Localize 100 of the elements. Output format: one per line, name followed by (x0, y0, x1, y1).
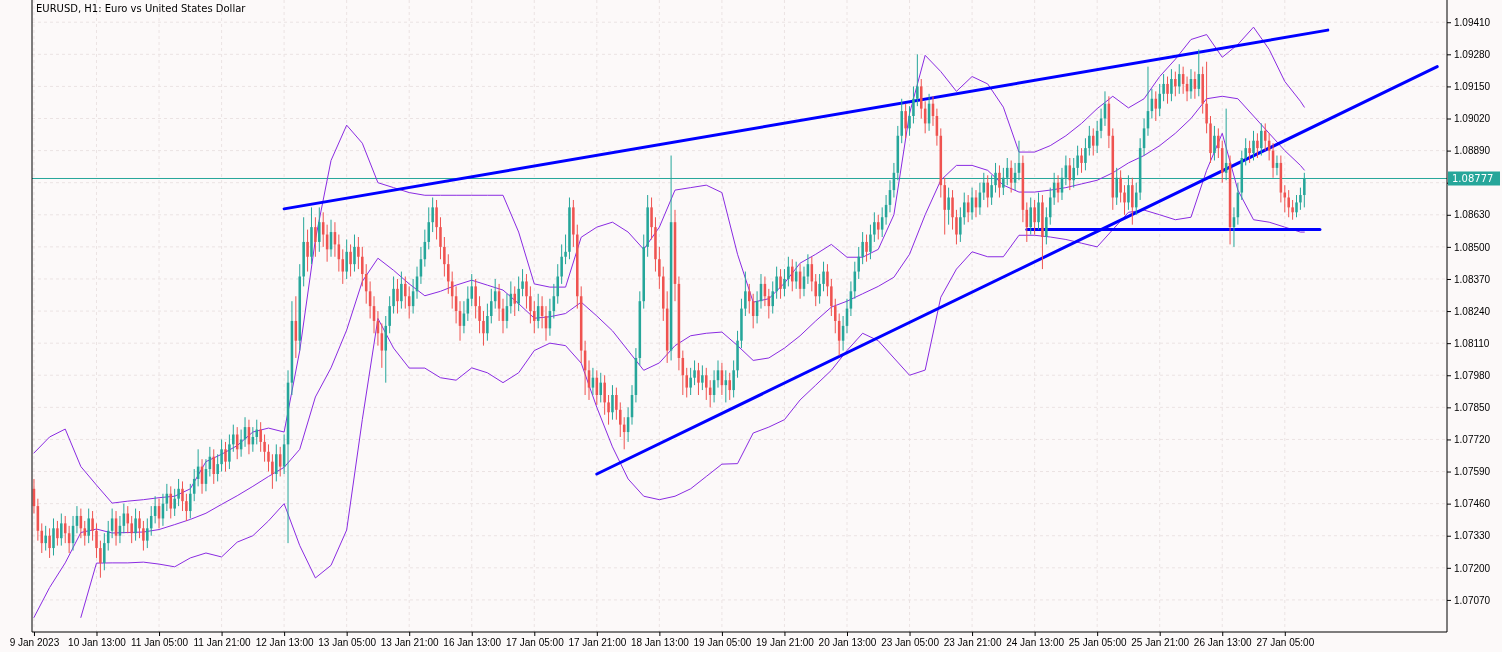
candlestick (1177, 63, 1181, 95)
candlestick (865, 234, 868, 263)
candlestick (1205, 61, 1208, 134)
candlestick (693, 359, 696, 386)
candlestick (431, 197, 434, 233)
candlestick (56, 520, 59, 547)
candlestick (388, 295, 391, 334)
candlestick (1134, 182, 1138, 216)
candlestick (1299, 187, 1302, 211)
x-tick-label: 27 Jan 05:00 (1256, 637, 1315, 649)
candlestick (775, 266, 778, 300)
candlestick (341, 248, 345, 285)
candlestick (396, 278, 399, 315)
candlestick (658, 246, 661, 290)
candlestick (447, 253, 450, 295)
y-tick-label: 1.09410 (1454, 16, 1491, 28)
y-tick-label: 1.07980 (1454, 369, 1491, 381)
candlestick (1131, 177, 1134, 226)
candlestick (599, 372, 603, 403)
candlestick (474, 278, 477, 319)
candlestick (947, 187, 950, 226)
candlestick (95, 522, 98, 559)
candlestick (216, 453, 219, 482)
candlestick (689, 367, 692, 396)
x-tick-label: 25 Jan 21:00 (1131, 637, 1190, 649)
candlestick (361, 246, 364, 287)
candlestick (615, 387, 618, 421)
candlestick (1029, 197, 1032, 236)
candlestick (181, 480, 184, 512)
candlestick (876, 214, 880, 240)
x-tick-label: 11 Jan 05:00 (130, 637, 189, 649)
ref-line-label: 1.08777 (1452, 173, 1494, 185)
candlestick (224, 441, 227, 473)
candlestick (533, 300, 536, 334)
candlestick (1170, 68, 1173, 102)
candlestick (52, 517, 55, 556)
candlestick (91, 510, 94, 542)
candlestick (486, 303, 489, 342)
candlestick (951, 189, 954, 231)
candlestick (482, 310, 485, 347)
y-tick-label: 1.09280 (1454, 49, 1491, 61)
candlestick (556, 263, 560, 305)
candlestick (1213, 125, 1216, 161)
candlestick (783, 268, 786, 297)
candlestick (48, 527, 51, 559)
candlestick (177, 478, 180, 507)
y-tick-label: 1.09150 (1454, 81, 1491, 93)
candlestick (685, 367, 688, 398)
candlestick (791, 258, 794, 292)
candlestick (353, 234, 356, 273)
y-tick-label: 1.07850 (1454, 402, 1491, 414)
candlestick (517, 276, 520, 312)
y-tick-label: 1.07460 (1454, 498, 1491, 510)
x-tick-label: 9 Jan 2023 (9, 637, 60, 649)
candlestick (392, 276, 395, 315)
candlestick (919, 78, 923, 119)
y-tick-label: 1.08630 (1454, 209, 1491, 221)
y-tick-label: 1.08370 (1454, 273, 1491, 285)
candlestick (830, 278, 833, 317)
candlestick (1084, 137, 1087, 171)
candlestick (521, 268, 524, 297)
candlestick (771, 280, 774, 315)
candlestick (44, 525, 47, 552)
y-tick-label: 1.07590 (1454, 466, 1491, 478)
candlestick (619, 401, 622, 438)
x-tick-label: 12 Jan 13:00 (255, 637, 314, 649)
candlestick (232, 424, 235, 453)
candlestick (318, 206, 321, 253)
candlestick (826, 263, 829, 297)
candlestick (814, 273, 817, 307)
x-tick-label: 18 Jan 13:00 (630, 637, 690, 649)
candlestick (959, 206, 962, 243)
candlestick (1244, 137, 1247, 166)
candlestick (306, 229, 309, 273)
candlestick (1291, 199, 1294, 221)
candlestick (904, 103, 907, 139)
candlestick (822, 261, 825, 292)
candlestick (142, 520, 145, 552)
candlestick (869, 224, 872, 260)
candlestick (146, 517, 149, 549)
candlestick (1091, 127, 1095, 157)
candlestick (435, 199, 438, 240)
candlestick (130, 515, 133, 544)
candlestick (173, 488, 176, 517)
candlestick (478, 295, 481, 334)
x-tick-label: 19 Jan 21:00 (756, 637, 815, 649)
candlestick (138, 510, 141, 539)
candlestick (1166, 76, 1169, 105)
candlestick (650, 197, 653, 240)
candlestick (611, 384, 614, 421)
candlestick (818, 273, 821, 305)
x-tick-label: 11 Jan 21:00 (193, 637, 252, 649)
candlestick (1252, 130, 1255, 161)
candlestick (1076, 145, 1079, 176)
y-tick-label: 1.08890 (1454, 145, 1491, 157)
y-tick-label: 1.07200 (1454, 562, 1491, 574)
candlestick (87, 508, 90, 544)
candlestick (564, 234, 567, 265)
y-tick-label: 1.07330 (1454, 530, 1491, 542)
candlestick (228, 434, 231, 470)
